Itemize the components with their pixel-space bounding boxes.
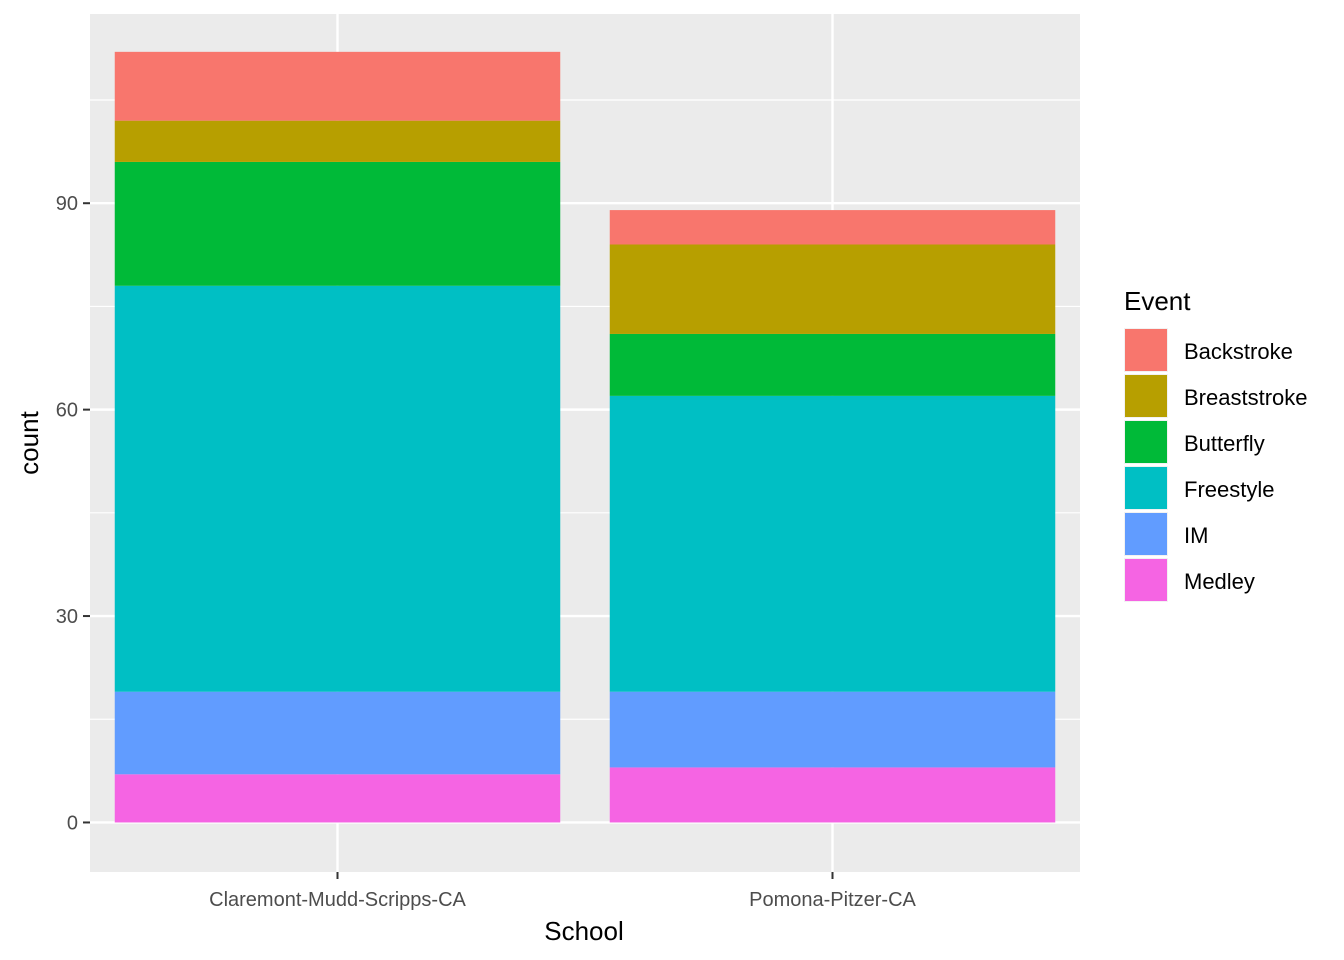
legend-swatch-butterfly — [1125, 421, 1167, 463]
bars — [114, 51, 1056, 823]
legend-swatch-medley — [1125, 559, 1167, 601]
bar-segment-backstroke — [609, 210, 1056, 245]
bar-segment-im — [114, 691, 561, 775]
x-tick-label: Pomona-Pitzer-CA — [749, 889, 916, 911]
y-tick-label: 60 — [56, 400, 78, 422]
y-axis-title: count — [14, 410, 44, 474]
bar-segment-butterfly — [114, 161, 561, 286]
bar-segment-butterfly — [609, 333, 1056, 396]
legend: Event Backstroke Breaststroke Butterfly Fre… — [1124, 286, 1308, 602]
legend-swatch-backstroke — [1125, 329, 1167, 371]
bar-segment-medley — [114, 774, 561, 823]
legend-label-freestyle: Freestyle — [1184, 477, 1274, 502]
x-axis-title: School — [544, 916, 624, 946]
y-tick-label: 0 — [67, 812, 78, 834]
bar-segment-medley — [609, 767, 1056, 823]
y-tick-label: 30 — [56, 606, 78, 628]
legend-title: Event — [1124, 286, 1191, 316]
bar-segment-freestyle — [114, 285, 561, 692]
bar-segment-breaststroke — [609, 244, 1056, 334]
bar-segment-breaststroke — [114, 120, 561, 162]
legend-label-butterfly: Butterfly — [1184, 431, 1265, 456]
legend-swatch-freestyle — [1125, 467, 1167, 509]
bar-segment-freestyle — [609, 395, 1056, 692]
bar-segment-im — [609, 691, 1056, 768]
legend-label-backstroke: Backstroke — [1184, 339, 1293, 364]
legend-label-medley: Medley — [1184, 569, 1255, 594]
x-axis: Claremont-Mudd-Scripps-CA Pomona-Pitzer-C… — [209, 872, 917, 911]
x-tick-label: Claremont-Mudd-Scripps-CA — [209, 889, 466, 911]
legend-swatch-breaststroke — [1125, 375, 1167, 417]
y-axis: 0 30 60 90 — [56, 193, 90, 834]
y-tick-label: 90 — [56, 193, 78, 215]
bar-segment-backstroke — [114, 51, 561, 121]
legend-label-breaststroke: Breaststroke — [1184, 385, 1308, 410]
legend-label-im: IM — [1184, 523, 1208, 548]
legend-swatch-im — [1125, 513, 1167, 555]
